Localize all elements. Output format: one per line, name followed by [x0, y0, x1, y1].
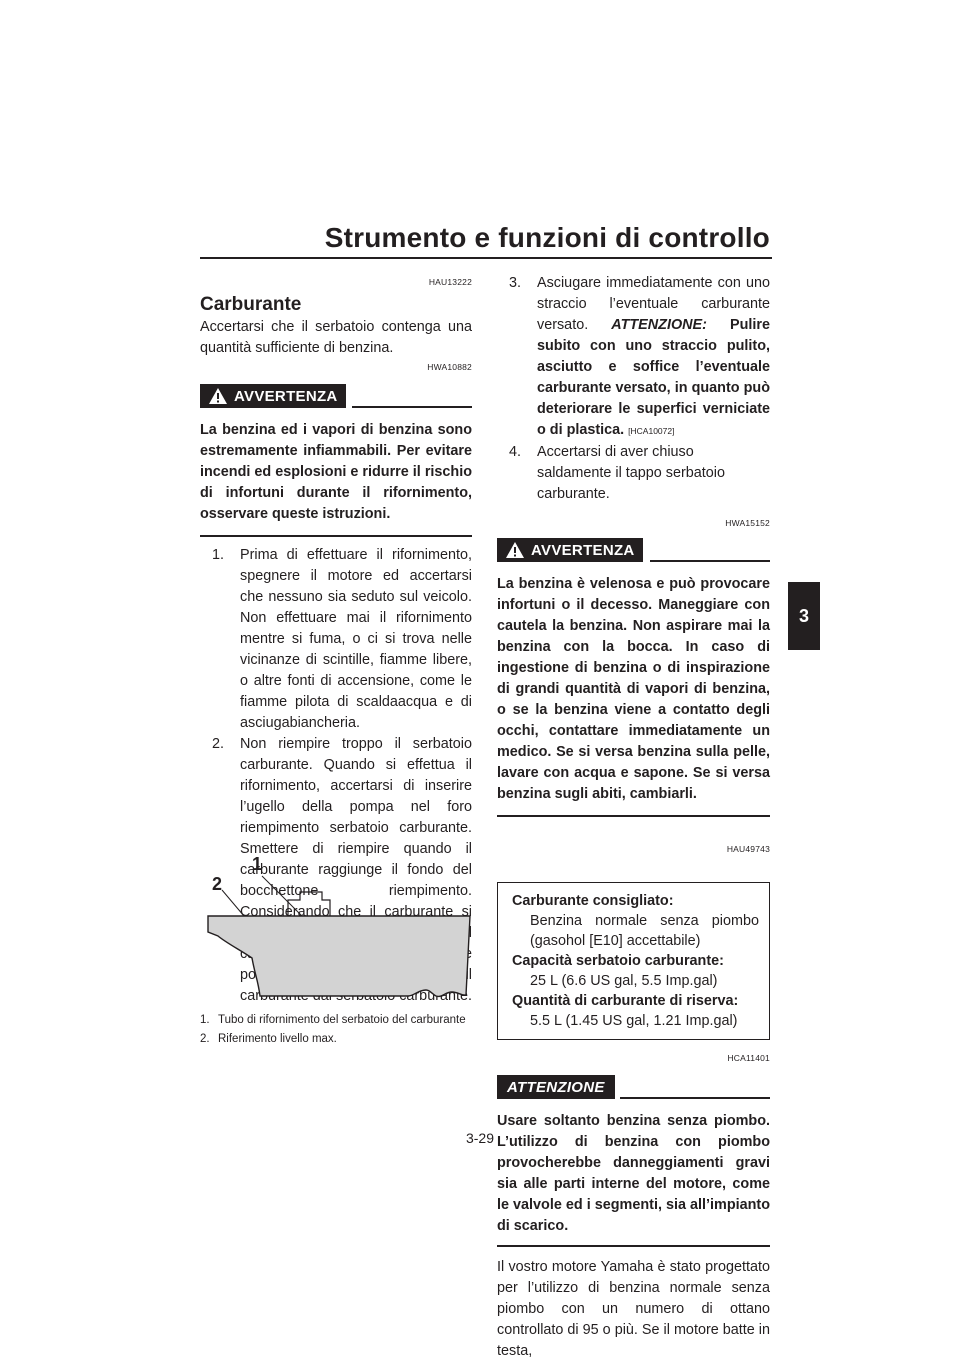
fuel-spec-box: Carburante consigliato: Benzina normale … [497, 882, 770, 1040]
caption-item: 1. Tubo di rifornimento del serbatoio de… [200, 1012, 472, 1029]
warning-triangle-icon [506, 542, 524, 558]
step-number: 2. [212, 736, 225, 752]
spec-label: Quantità di carburante di riserva: [512, 993, 739, 1009]
step-number: 1. [212, 547, 225, 563]
warning-text: La benzina ed i vapori di benzina sono e… [200, 422, 472, 522]
warning-text: La benzina è velenosa e può provocare in… [497, 576, 770, 802]
page-title: Strumento e funzioni di controllo [324, 222, 770, 253]
warning-code: HWA10882 [427, 362, 472, 372]
spec-value: Benzina normale senza piombo (gasohol [E… [530, 913, 759, 949]
step-number: 3. [509, 275, 522, 291]
right-column: 3. Asciugare immediatamente con uno stra… [497, 273, 770, 1362]
list-item: 4. Accertarsi di aver chiuso saldamente … [497, 442, 770, 505]
caption-number: 1. [200, 1014, 210, 1026]
filler-neck [287, 891, 331, 916]
warning-badge: AVVERTENZA [200, 384, 346, 408]
page-number: 3-29 [465, 1130, 495, 1146]
spec-value: 5.5 L (1.45 US gal, 1.21 Imp.gal) [530, 1013, 738, 1029]
step3-attention-text: Pulire subito con uno straccio pulito, a… [537, 317, 770, 438]
caution-line [620, 1097, 770, 1099]
chapter-tab[interactable]: 3 [788, 582, 820, 650]
step3-code: [HCA10072] [628, 426, 675, 436]
caption-number: 2. [200, 1033, 210, 1045]
figure-label-2: 2 [212, 874, 222, 894]
step-number: 4. [509, 444, 522, 460]
step3-text: Asciugare immediatamente con uno stracci… [537, 275, 770, 333]
warning-code: HWA15152 [725, 518, 770, 528]
header-rule [200, 257, 772, 259]
warning-label: AVVERTENZA [531, 541, 635, 559]
spec-label: Capacità serbatoio carburante: [512, 953, 724, 969]
step-text-3: Asciugare immediatamente con uno stracci… [537, 273, 770, 442]
spec-code: HAU49743 [726, 844, 770, 854]
caution-end-rule [497, 1245, 770, 1247]
warning-header: AVVERTENZA [497, 538, 770, 562]
step-text: Prima di effettuare il rifornimento, spe… [240, 547, 472, 731]
spec-label: Carburante consigliato: [512, 893, 674, 909]
list-item: 3. Asciugare immediatamente con uno stra… [497, 273, 770, 442]
closing-text: Il vostro motore Yamaha è stato progetta… [497, 1259, 770, 1359]
caption-text: Riferimento livello max. [218, 1033, 337, 1045]
caution-code: HCA11401 [727, 1053, 770, 1063]
warning-end-rule [497, 815, 770, 817]
intro-text: Accertarsi che il serbatoio contenga una… [200, 319, 472, 356]
section-code: HAU13222 [428, 277, 472, 287]
caution-header: ATTENZIONE [497, 1075, 770, 1099]
warning-triangle-icon [209, 388, 227, 404]
caution-text: Usare soltanto benzina senza piombo. L’u… [497, 1113, 770, 1234]
warning-end-rule [200, 535, 472, 537]
figure-captions: 1. Tubo di rifornimento del serbatoio de… [200, 1012, 472, 1048]
leader-line-1 [261, 875, 303, 917]
caution-badge: ATTENZIONE [497, 1075, 615, 1099]
warning-header: AVVERTENZA [200, 384, 472, 408]
warning-badge: AVVERTENZA [497, 538, 643, 562]
caption-text: Tubo di rifornimento del serbatoio del c… [218, 1014, 466, 1026]
list-item: 1. Prima di effettuare il rifornimento, … [212, 545, 472, 734]
leader-line-2 [221, 889, 245, 917]
warning-line [352, 406, 472, 408]
tank-body [207, 915, 471, 998]
caption-item: 2. Riferimento livello max. [200, 1031, 472, 1048]
warning-line [650, 560, 770, 562]
section-title: Carburante [200, 294, 302, 315]
step3-attention-label: ATTENZIONE: [611, 317, 707, 333]
step-text: Accertarsi di aver chiuso saldamente il … [537, 444, 725, 502]
fuel-tank-figure: 1 2 [207, 854, 471, 998]
spec-value: 25 L (6.6 US gal, 5.5 Imp.gal) [530, 973, 718, 989]
warning-label: AVVERTENZA [234, 387, 338, 405]
figure-label-1: 1 [252, 854, 262, 874]
